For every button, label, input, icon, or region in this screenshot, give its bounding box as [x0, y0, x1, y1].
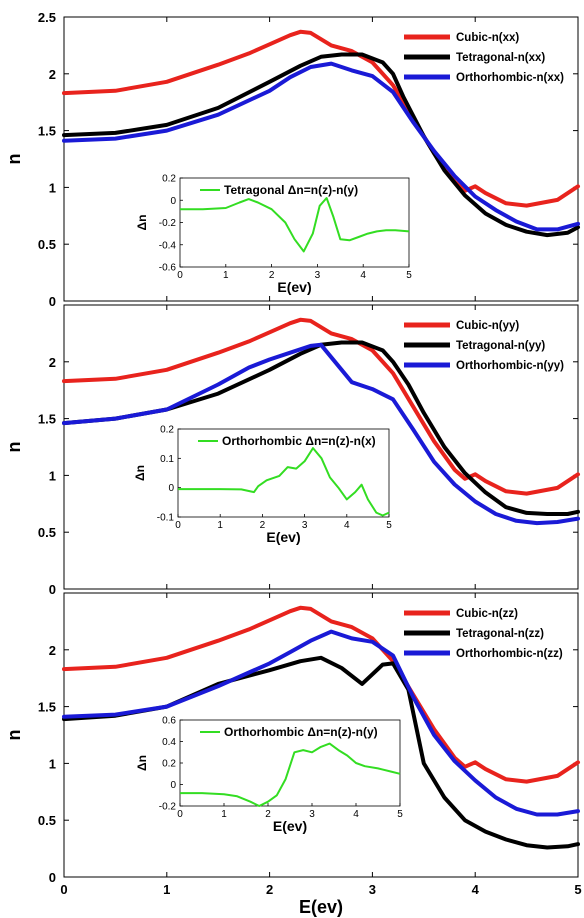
x-axis-label: E(ev): [299, 897, 343, 917]
inset-x-tick-label: 0: [177, 809, 183, 820]
legend-label: Cubic-n(yy): [456, 320, 519, 332]
inset-series-line: [180, 197, 410, 253]
inset-y-tick-label: -0.2: [159, 802, 177, 813]
inset-chart: 0 1 2 3 4 5-0.200.20.40.6E(ev)ΔnOrthorhombic …: [135, 716, 403, 835]
inset-x-tick-label: 3: [302, 520, 308, 531]
inset-y-tick-label: 0.1: [160, 454, 174, 465]
inset-series-line: [180, 742, 401, 807]
inset-legend-label: Orthorhombic Δn=n(z)-n(x): [222, 434, 376, 448]
y-tick-label: 2: [49, 643, 56, 658]
inset-y-tick-label: 0.2: [162, 174, 176, 185]
y-tick-label: 0: [49, 870, 56, 885]
y-tick-label: 2: [49, 355, 56, 370]
inset-x-tick-label: 2: [260, 520, 266, 531]
series-line-1: [62, 29, 580, 208]
legend-label: Orthorhombic-n(yy): [456, 360, 564, 372]
inset-x-axis-label: E(ev): [277, 279, 311, 295]
inset-x-tick-label: 5: [386, 520, 392, 531]
y-tick-label: 0: [49, 582, 56, 597]
legend-label: Cubic-n(xx): [456, 32, 519, 44]
inset-x-tick-label: 1: [221, 809, 227, 820]
inset-x-tick-label: 4: [344, 520, 350, 531]
y-tick-label: 0: [49, 294, 56, 309]
x-tick-label: 3: [369, 882, 376, 897]
inset-y-tick-label: 0: [170, 780, 176, 791]
x-tick-label: 2: [266, 882, 273, 897]
legend-label: Tetragonal-n(xx): [456, 52, 545, 64]
inset-y-tick-label: 0.2: [160, 425, 174, 436]
chart-panel-3: 0 1 2 3 4 5 0 0.5 1 1.5 2 n E(ev) Cubic-n(zz) Tetragon…: [4, 592, 582, 917]
y-axis-label: n: [4, 154, 24, 165]
inset-x-axis-label: E(ev): [273, 818, 307, 834]
y-tick-label: 1: [49, 180, 56, 195]
inset-series-line: [178, 447, 390, 517]
inset-x-tick-label: 2: [269, 270, 275, 281]
inset-x-axis-label: E(ev): [266, 529, 300, 545]
inset-y-tick-label: 0.6: [162, 716, 176, 727]
y-tick-label: 2.5: [38, 10, 56, 25]
y-tick-label: 0.5: [38, 813, 56, 828]
inset-y-axis-label: Δn: [133, 465, 147, 481]
y-tick-label: 1.5: [38, 700, 56, 715]
legend-label: Tetragonal-n(yy): [456, 340, 545, 352]
y-tick-label: 1: [49, 468, 56, 483]
inset-x-tick-label: 4: [353, 809, 359, 820]
series-line-3: [62, 61, 580, 232]
x-tick-label: 5: [574, 882, 581, 897]
inset-x-tick-label: 1: [223, 270, 229, 281]
y-tick-label: 2: [49, 67, 56, 82]
inset-x-tick-label: 3: [315, 270, 321, 281]
series-line-3: [62, 629, 580, 817]
inset-y-axis-label: Δn: [135, 215, 149, 231]
y-tick-label: 1.5: [38, 412, 56, 427]
legend-label: Orthorhombic-n(xx): [456, 72, 564, 84]
inset-x-tick-label: 0: [177, 270, 183, 281]
inset-legend-label: Tetragonal Δn=n(z)-n(y): [224, 183, 358, 197]
inset-x-tick-label: 5: [406, 270, 412, 281]
y-tick-label: 0.5: [38, 237, 56, 252]
series-line-3: [62, 342, 580, 526]
legend-label: Cubic-n(zz): [456, 608, 518, 620]
inset-y-axis-label: Δn: [135, 755, 149, 771]
legend-label: Tetragonal-n(zz): [456, 628, 544, 640]
y-tick-label: 0.5: [38, 525, 56, 540]
series-line-2: [62, 340, 580, 516]
series-line-1: [62, 317, 580, 496]
chart-panel-2: 0 0.5 1 1.5 2 n Cubic-n(yy) Tetragonal-n(yy) Ort…: [4, 304, 580, 597]
inset-y-tick-label: 0: [168, 483, 174, 494]
x-tick-label: 0: [60, 882, 67, 897]
legend-label: Orthorhombic-n(zz): [456, 648, 563, 660]
inset-x-tick-label: 2: [265, 809, 271, 820]
inset-x-tick-label: 0: [175, 520, 181, 531]
inset-y-tick-label: 0.4: [162, 737, 176, 748]
y-tick-label: 1.5: [38, 124, 56, 139]
inset-x-tick-label: 4: [360, 270, 366, 281]
chart-panel-1: 0 0.5 1 1.5 2 2.5 n Cubic-n(xx) Tetragonal-n(xx)…: [4, 10, 580, 309]
inset-x-tick-label: 5: [397, 809, 403, 820]
series-line-2: [62, 52, 580, 238]
inset-x-tick-label: 3: [309, 809, 315, 820]
x-tick-label: 4: [472, 882, 480, 897]
inset-y-tick-label: -0.4: [159, 240, 177, 251]
y-axis-label: n: [4, 730, 24, 741]
inset-y-tick-label: -0.6: [159, 263, 177, 274]
x-tick-label: 1: [163, 882, 170, 897]
series-line-1: [62, 605, 580, 784]
inset-frame: [177, 428, 390, 518]
inset-chart: 0 1 2 3 4 5 -0.6 -0.4 -0.2 0 0.2 E(ev) Δn Tetragonal …: [135, 174, 412, 296]
y-axis-label: n: [4, 442, 24, 453]
inset-y-tick-label: 0.2: [162, 759, 176, 770]
inset-frame: [179, 177, 410, 268]
inset-y-tick-label: -0.2: [159, 218, 177, 229]
inset-y-tick-label: -0.1: [157, 513, 175, 524]
inset-y-tick-label: 0: [170, 196, 176, 207]
inset-legend-label: Orthorhombic Δn=n(z)-n(y): [224, 725, 378, 739]
inset-x-tick-label: 1: [217, 520, 223, 531]
y-tick-label: 1: [49, 756, 56, 771]
